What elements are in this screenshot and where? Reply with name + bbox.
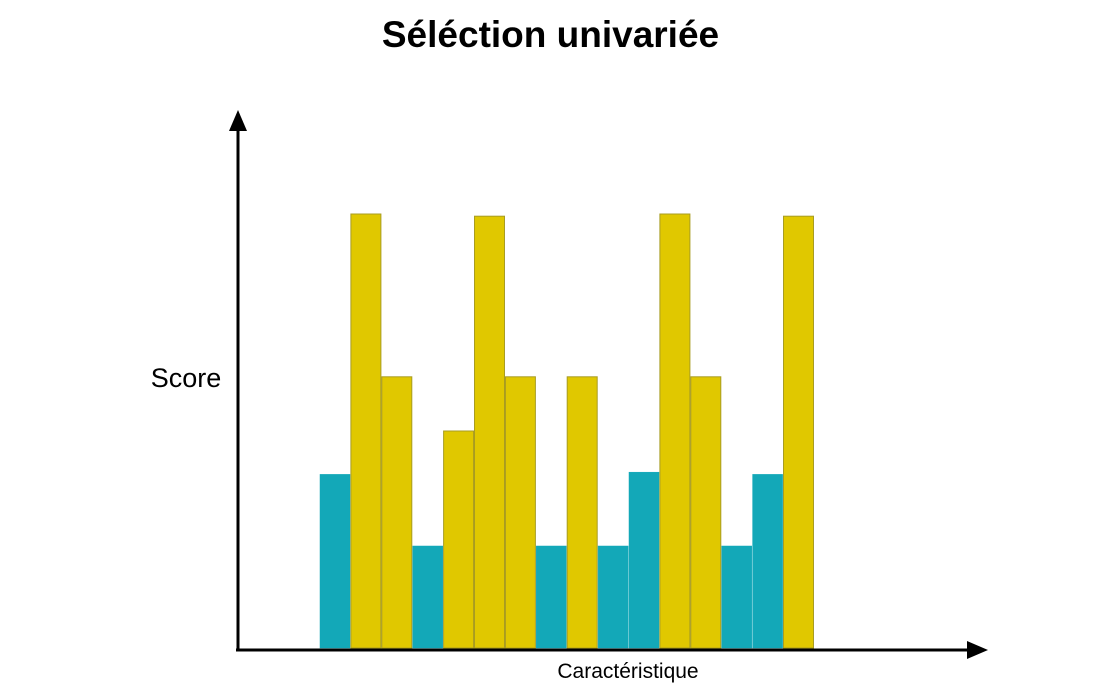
bar-10: [597, 545, 629, 649]
y-axis-arrow-icon: [229, 110, 247, 131]
bar-3: [381, 376, 413, 649]
y-axis-label: Score: [151, 363, 222, 393]
bar-1: [319, 474, 351, 649]
bar-12: [659, 213, 691, 649]
bar-5: [443, 430, 475, 649]
bar-14: [721, 545, 752, 649]
x-axis-arrow-icon: [967, 641, 988, 659]
x-axis-label: Caractéristique: [557, 660, 698, 683]
bar-7: [504, 376, 536, 649]
bars-group: [319, 213, 814, 649]
bar-11: [628, 471, 660, 649]
bar-4: [412, 545, 443, 649]
bar-13: [690, 376, 722, 649]
bar-15: [752, 474, 783, 649]
bar-9: [566, 376, 598, 649]
bar-2: [350, 213, 382, 649]
bar-16: [783, 215, 814, 649]
bar-6: [474, 215, 505, 649]
bar-8: [536, 545, 567, 649]
chart-title: Séléction univariée: [381, 14, 720, 55]
